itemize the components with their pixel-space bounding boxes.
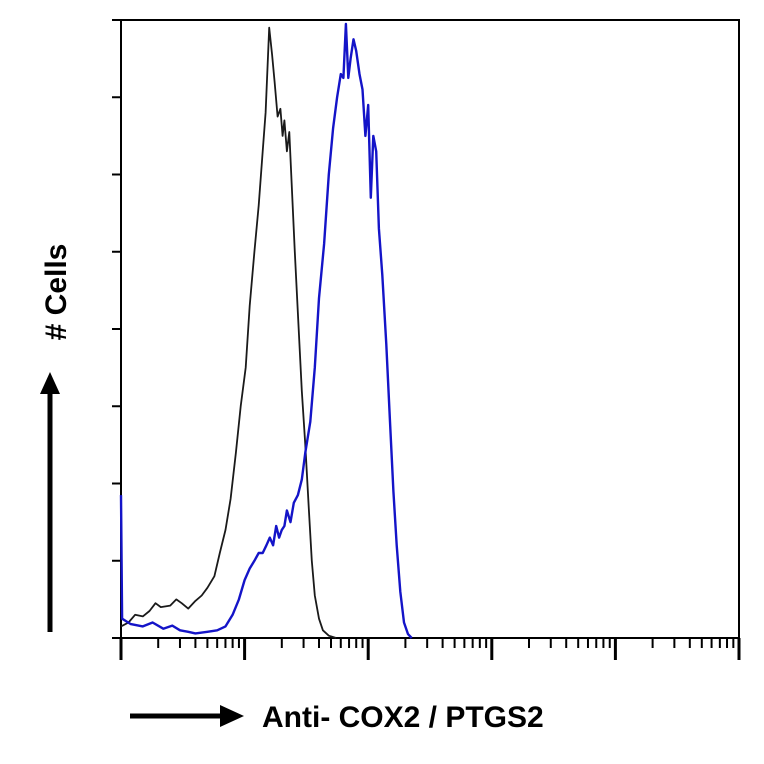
x-axis-ticks <box>119 638 741 660</box>
y-axis-arrow-head <box>40 372 60 394</box>
series-line-1 <box>120 26 337 639</box>
y-axis-label-group: # Cells <box>40 244 73 632</box>
x-axis-arrow-head <box>220 705 244 727</box>
x-axis-label-group: Anti- COX2 / PTGS2 <box>130 701 544 734</box>
y-axis-label: # Cells <box>40 244 73 341</box>
x-axis-label: Anti- COX2 / PTGS2 <box>262 701 544 734</box>
series-layer <box>119 22 413 639</box>
y-axis-ticks <box>112 19 121 639</box>
plot-frame <box>120 19 740 639</box>
series-line-2 <box>119 22 413 639</box>
